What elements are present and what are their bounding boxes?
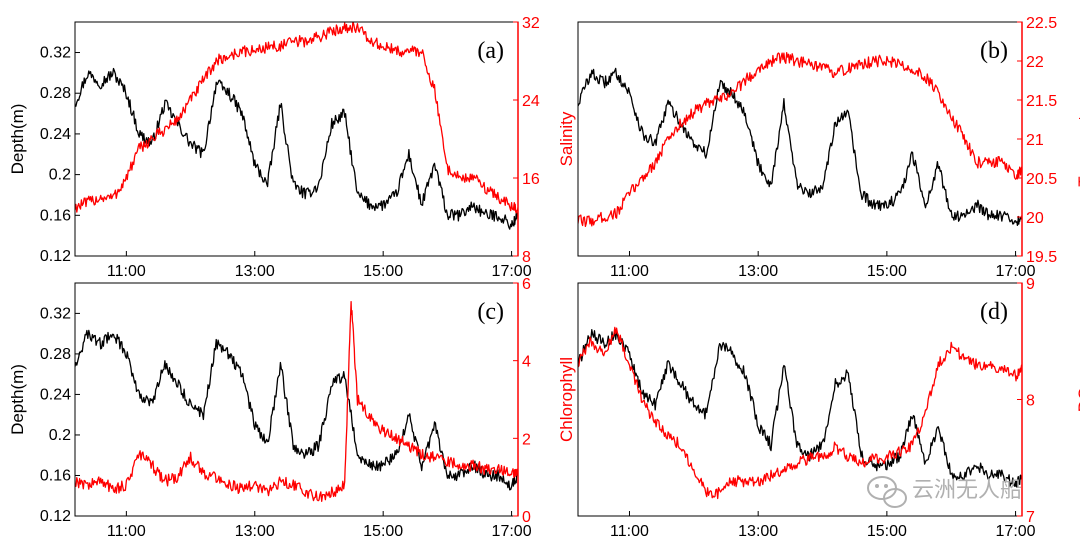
y2-tick-label: 20 xyxy=(1026,210,1044,227)
y-tick-label: 0.24 xyxy=(40,126,71,143)
y2-tick-label: 0 xyxy=(522,509,531,526)
y2-tick-label: 8 xyxy=(1026,393,1035,410)
wechat-icon xyxy=(867,476,907,508)
x-tick-label: 13:00 xyxy=(738,263,778,280)
x-tick-label: 13:00 xyxy=(738,523,778,537)
y-tick-label: 0.16 xyxy=(40,467,71,484)
y-tick-label: 0.28 xyxy=(40,85,71,102)
x-tick-label: 15:00 xyxy=(363,263,403,280)
y2-tick-label: 4 xyxy=(522,354,531,371)
y2-axis-label: Chlorophyll xyxy=(557,357,576,442)
y2-tick-label: 22.5 xyxy=(1026,15,1057,32)
y-tick-label: 0.32 xyxy=(40,45,71,62)
x-tick-label: 13:00 xyxy=(235,523,275,537)
y2-axis-label: DO xyxy=(1075,387,1080,413)
y2-tick-label: 16 xyxy=(522,171,540,188)
x-tick-label: 11:00 xyxy=(107,523,146,537)
y-axis-label: Depth(m) xyxy=(8,364,27,435)
depth-series-line xyxy=(75,67,518,230)
x-tick-label: 17:00 xyxy=(996,523,1036,537)
x-tick-label: 13:00 xyxy=(235,263,275,280)
watermark: 云洲无人船 xyxy=(867,476,1022,508)
secondary-series-line xyxy=(578,52,1022,228)
watermark-text: 云洲无人船 xyxy=(912,478,1022,503)
panel-d: 11:00 13:00 15:00 17:007 8 9 DO (d) xyxy=(577,276,1080,537)
y2-tick-label: 2 xyxy=(522,431,531,448)
y-tick-label: 0.16 xyxy=(40,207,71,224)
x-tick-label: 15:00 xyxy=(867,523,907,537)
x-tick-label: 15:00 xyxy=(363,523,403,537)
y2-tick-label: 21 xyxy=(1026,132,1044,149)
y2-axis-label: Temperature xyxy=(1075,91,1080,186)
secondary-series-line xyxy=(75,301,518,502)
depth-series-line xyxy=(578,67,1022,227)
y2-tick-label: 19.5 xyxy=(1026,249,1057,266)
x-tick-label: 11:00 xyxy=(610,523,649,537)
y-tick-label: 0.2 xyxy=(49,427,71,444)
panel-label: (b) xyxy=(980,38,1008,64)
y2-tick-label: 9 xyxy=(1026,276,1035,293)
x-tick-label: 17:00 xyxy=(996,263,1036,280)
y-tick-label: 0.28 xyxy=(40,346,71,363)
panel-label: (a) xyxy=(477,38,504,64)
panel-label: (d) xyxy=(980,299,1008,325)
y-tick-label: 0.2 xyxy=(49,167,71,184)
y2-tick-label: 8 xyxy=(522,249,531,266)
y-tick-label: 0.24 xyxy=(40,386,71,403)
y-axis-label: Depth(m) xyxy=(8,104,27,175)
panel-c: 11:00 13:00 15:00 17:00 0.12 0.16 0.2 0.24 0.28 0… xyxy=(8,276,576,537)
x-tick-label: 17:00 xyxy=(492,523,532,537)
y2-tick-label: 7 xyxy=(1026,509,1035,526)
y2-tick-label: 24 xyxy=(522,93,540,110)
y2-tick-label: 6 xyxy=(522,276,531,293)
x-tick-label: 17:00 xyxy=(492,263,532,280)
y2-tick-label: 32 xyxy=(522,15,540,32)
secondary-series-line xyxy=(578,326,1022,500)
y2-tick-label: 22 xyxy=(1026,54,1044,71)
depth-series-line xyxy=(578,329,1022,488)
panel-label: (c) xyxy=(477,299,504,325)
y2-axis-label: Salinity xyxy=(557,111,576,166)
panel-a: 11:00 13:00 15:00 17:00 0.12 0.16 0.2 0.24 0.28 0… xyxy=(8,15,576,280)
y-tick-label: 0.12 xyxy=(40,248,71,265)
y-tick-label: 0.12 xyxy=(40,508,71,525)
secondary-series-line xyxy=(75,22,518,214)
plot-frame xyxy=(74,21,519,257)
y-tick-label: 0.32 xyxy=(40,305,71,322)
y2-tick-label: 20.5 xyxy=(1026,171,1057,188)
x-tick-label: 15:00 xyxy=(867,263,907,280)
y2-tick-label: 21.5 xyxy=(1026,93,1057,110)
x-tick-label: 11:00 xyxy=(610,263,649,280)
depth-series-line xyxy=(75,329,518,491)
x-tick-label: 11:00 xyxy=(107,263,146,280)
